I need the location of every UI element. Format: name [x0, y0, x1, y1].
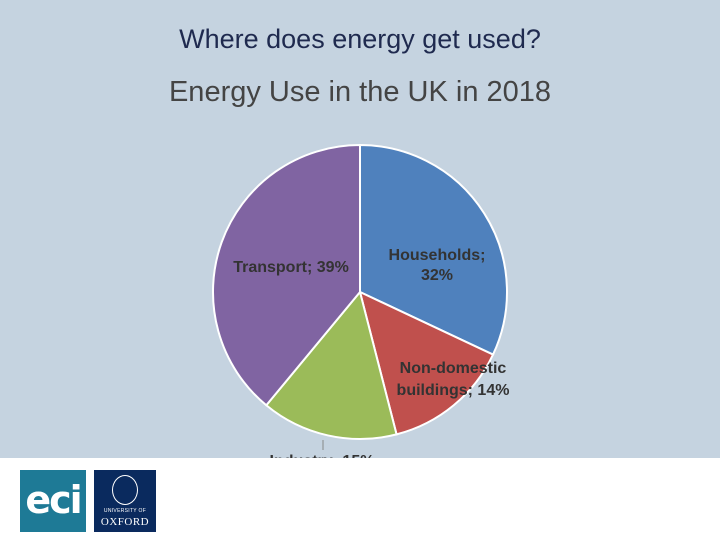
pie-slice-households	[359, 143, 508, 356]
oxford-logo: UNIVERSITY OF OXFORD	[94, 470, 156, 532]
chart-title: Energy Use in the UK in 2018	[168, 76, 552, 108]
eci-logo: eci	[20, 470, 86, 532]
oxford-crest-icon	[112, 475, 138, 505]
pie-slice-transport	[211, 143, 361, 407]
pie-slice-non-domestic-buildings	[358, 290, 495, 436]
pie-slice-industry	[264, 289, 398, 440]
data-label-non-domestic-buildings: Non-domestic buildings; 14%	[397, 360, 510, 399]
footer-bar: eci UNIVERSITY OF OXFORD	[0, 458, 720, 540]
data-label-transport: Transport; 39%	[233, 259, 349, 276]
slide-title: Where does energy get used?	[179, 24, 541, 54]
data-label-households: Households; 32%	[389, 247, 486, 284]
oxford-logo-line2: OXFORD	[100, 516, 150, 528]
oxford-logo-line1: UNIVERSITY OF	[103, 508, 147, 514]
eci-logo-text: eci	[25, 478, 82, 522]
